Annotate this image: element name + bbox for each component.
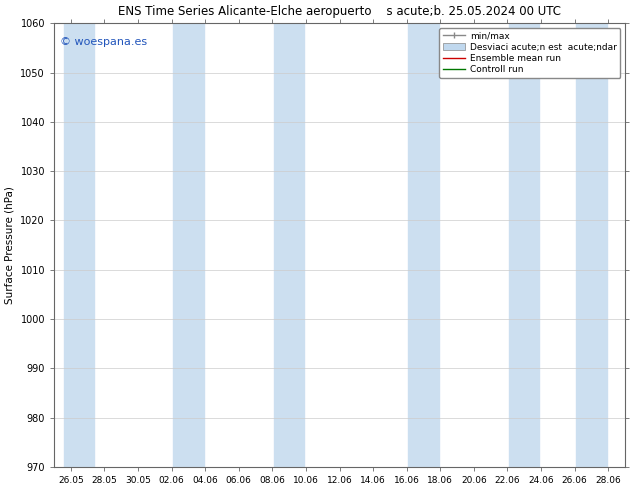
Text: © woespana.es: © woespana.es [60, 37, 147, 47]
Bar [274, 23, 304, 467]
Title: ENS Time Series Alicante-Elche aeropuerto    s acute;b. 25.05.2024 00 UTC: ENS Time Series Alicante-Elche aeropuert… [118, 5, 561, 18]
Bar [173, 23, 204, 467]
Bar [64, 23, 94, 467]
Bar [576, 23, 607, 467]
Bar [509, 23, 540, 467]
Y-axis label: Surface Pressure (hPa): Surface Pressure (hPa) [5, 186, 15, 304]
Bar [408, 23, 439, 467]
Legend: min/max, Desviaci acute;n est  acute;ndar, Ensemble mean run, Controll run: min/max, Desviaci acute;n est acute;ndar… [439, 28, 621, 78]
